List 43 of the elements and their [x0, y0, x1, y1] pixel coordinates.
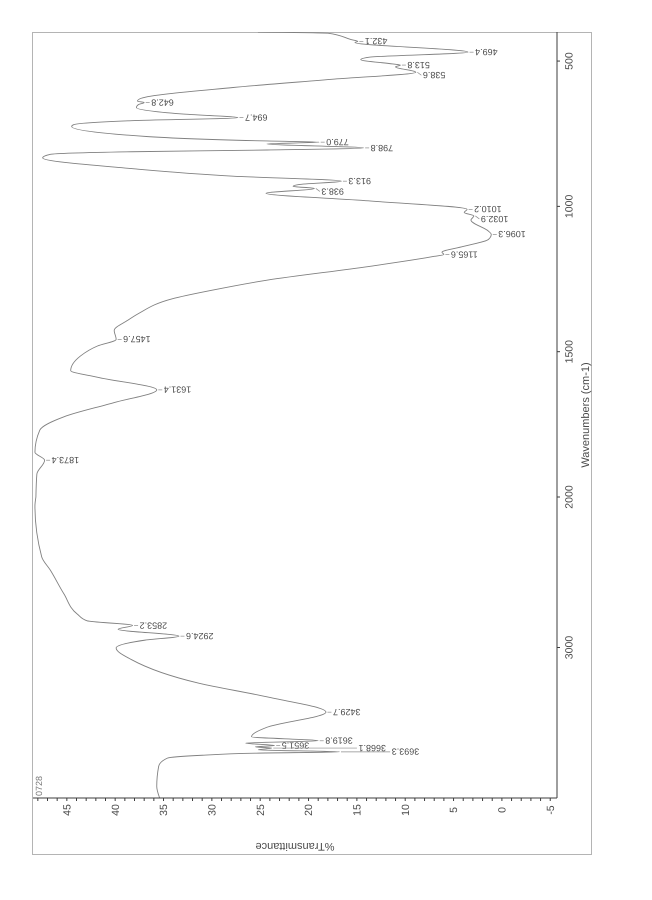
annotation: 1032.9	[480, 214, 508, 224]
y-tick-label: 1000	[564, 194, 576, 218]
annotation: 1165.6	[450, 249, 478, 260]
annotation: 432.1	[364, 36, 388, 46]
x-tick-label: 20	[303, 804, 316, 816]
x-tick-label: 25	[254, 804, 267, 816]
x-tick-label: 35	[158, 804, 170, 816]
annotation: 798.8	[370, 142, 394, 153]
annotation: 3619.8	[325, 736, 353, 746]
annotation: 1631.4	[164, 384, 192, 395]
x-tick-label: 45	[62, 804, 74, 816]
annotation: 513.8	[407, 60, 430, 70]
annotation: 779.0	[326, 136, 349, 147]
annotation: 1457.6	[123, 334, 151, 344]
x-tick-label: 5	[448, 806, 460, 813]
x-tick-label: 0	[496, 806, 509, 813]
annotation: 1873.4	[52, 455, 80, 466]
annotation: 538.6	[422, 70, 446, 80]
annotation: 913.3	[348, 176, 371, 186]
x-tick-label: -5	[544, 805, 557, 815]
annotation: 0728	[34, 776, 44, 796]
y-tick-label: 3000	[564, 636, 576, 660]
y-axis-title: Wavenumbers (cm-1)	[580, 362, 592, 468]
annotation: 3429.7	[332, 707, 360, 718]
annotation: 694.7	[244, 112, 268, 122]
x-axis-title: %Transmittance	[255, 840, 335, 852]
annotation: 2924.6	[186, 631, 214, 641]
annotation: 3651.5	[282, 740, 310, 750]
annotation: 1010.2	[474, 204, 502, 214]
annotation: 3693.3	[392, 746, 420, 757]
x-tick-label: 15	[352, 804, 364, 816]
x-tick-label: 10	[400, 804, 412, 816]
y-tick-label: 1500	[564, 340, 576, 364]
x-tick-label: 30	[206, 804, 219, 816]
annotation: 3668.1	[358, 742, 386, 753]
x-tick-label: 40	[110, 804, 122, 816]
annotation: 469.4	[475, 47, 498, 58]
y-tick-label: 2000	[564, 485, 576, 509]
annotation: 642.8	[151, 97, 174, 108]
annotation: 938.3	[321, 186, 344, 196]
y-tick-label: 500	[564, 52, 576, 70]
annotation: 2853.2	[140, 620, 168, 630]
annotation: 1096.3	[498, 229, 526, 240]
